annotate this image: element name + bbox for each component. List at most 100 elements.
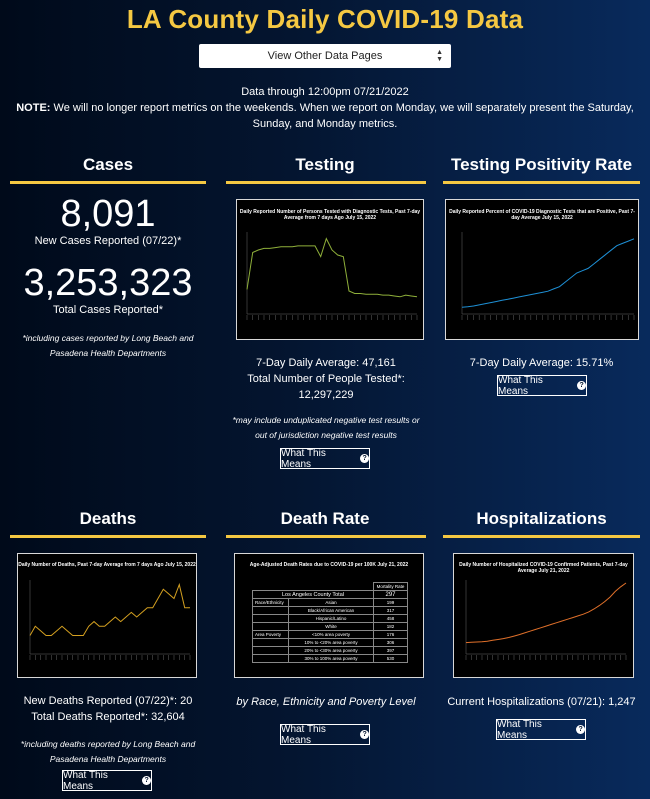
- row-group: [252, 606, 289, 615]
- table-row: Black/African American 317: [252, 606, 408, 615]
- row-value: 306: [373, 638, 408, 647]
- deaths-chart: Daily Number of Deaths, Past 7-day Avera…: [17, 553, 197, 678]
- positivity-what-this-means-button[interactable]: What This Means?: [497, 374, 587, 397]
- series-line: [465, 582, 627, 644]
- button-label: What This Means: [63, 769, 108, 792]
- total-deaths: Total Deaths Reported*: 32,604: [31, 711, 185, 723]
- button-label: What This Means: [281, 447, 326, 470]
- testing-underline: [226, 181, 426, 184]
- row-value: 458: [373, 614, 408, 623]
- button-label: What This Means: [281, 723, 326, 746]
- row-value: 199: [373, 598, 408, 607]
- select-arrows-icon: ▲ ▼: [436, 49, 443, 63]
- positivity-underline: [443, 181, 640, 184]
- death-rate-title: Death Rate: [280, 509, 370, 528]
- cases-underline: [10, 181, 206, 184]
- page-title: LA County Daily COVID-19 Data: [126, 4, 524, 34]
- deaths-chart-svg: [29, 580, 191, 660]
- row-value: 317: [373, 606, 408, 615]
- deaths-footnote: *including deaths reported by Long Beach…: [20, 739, 196, 764]
- testing-what-this-means-button[interactable]: What This Means?: [280, 447, 370, 470]
- row-group: [252, 638, 289, 647]
- question-icon: ?: [360, 730, 369, 739]
- question-icon: ?: [577, 381, 586, 390]
- question-icon: ?: [360, 454, 369, 463]
- hospitalizations-chart: Daily Number of Hospitalized COVID-19 Co…: [453, 553, 634, 678]
- row-sub: White: [288, 622, 374, 631]
- row-sub: Asian: [288, 598, 374, 607]
- button-label: What This Means: [498, 374, 543, 397]
- current-hospitalizations: Current Hospitalizations (07/21): 1,247: [447, 696, 636, 708]
- positivity-chart-svg: [461, 232, 635, 320]
- death-rate-what-this-means-button[interactable]: What This Means?: [280, 723, 370, 746]
- testing-total-value: 12,297,229: [298, 389, 354, 401]
- row-group: Race/Ethnicity: [252, 598, 289, 607]
- table-row: Race/Ethnicity Asian 199: [252, 598, 408, 607]
- new-cases-value: 8,091: [60, 193, 156, 235]
- total-cases-value: 3,253,323: [23, 262, 193, 304]
- row-sub: Black/African American: [288, 606, 374, 615]
- row-value: 182: [373, 622, 408, 631]
- testing-chart-svg: [246, 232, 418, 320]
- series-line: [461, 238, 635, 308]
- new-cases-label: New Cases Reported (07/22)*: [34, 235, 182, 247]
- weekend-note: NOTE: We will no longer report metrics o…: [10, 100, 640, 132]
- dropdown-label: View Other Data Pages: [267, 50, 383, 62]
- hospitalizations-chart-svg: [465, 580, 627, 660]
- total-label: Los Angeles County Total: [252, 590, 374, 599]
- data-through-text: Data through 12:00pm 07/21/2022: [241, 86, 409, 98]
- table-row: 20% to <30% area poverty 397: [252, 646, 408, 655]
- death-rate-table-frame: Age-Adjusted Death Rates due to COVID-19…: [234, 553, 424, 678]
- total-value: 297: [373, 590, 408, 599]
- hospitalizations-what-this-means-button[interactable]: What This Means?: [496, 719, 586, 741]
- cases-footnote: *including cases reported by Long Beach …: [22, 333, 194, 358]
- testing-chart-title: Daily Reported Number of Persons Tested …: [239, 209, 421, 221]
- death-rate-underline: [226, 535, 426, 538]
- deaths-what-this-means-button[interactable]: What This Means?: [62, 769, 152, 792]
- row-group: [252, 646, 289, 655]
- deaths-underline: [10, 535, 206, 538]
- other-data-pages-dropdown[interactable]: View Other Data Pages ▲ ▼: [199, 44, 451, 68]
- chart-axis: [246, 232, 417, 315]
- chart-axis: [461, 232, 634, 315]
- row-sub: Hispanic/Latino: [288, 614, 374, 623]
- positivity-title: Testing Positivity Rate: [450, 155, 633, 174]
- positivity-chart-title: Daily Reported Percent of COVID-19 Diagn…: [449, 209, 635, 221]
- hospitalizations-chart-title: Daily Number of Hospitalized COVID-19 Co…: [459, 562, 628, 574]
- death-rate-caption: by Race, Ethnicity and Poverty Level: [236, 696, 416, 708]
- table-header-row: Mortality Rate: [253, 582, 408, 591]
- deaths-chart-title: Daily Number of Deaths, Past 7-day Avera…: [18, 562, 196, 568]
- row-sub: 10% to <20% area poverty: [288, 638, 374, 647]
- series-line: [29, 582, 190, 636]
- table-row: White 182: [252, 622, 408, 631]
- row-group: [252, 654, 289, 663]
- row-value: 176: [373, 630, 408, 639]
- table-row: 30% to 100% area poverty 530: [252, 654, 408, 663]
- death-rate-table: Mortality Rate Los Angeles County Total …: [252, 582, 408, 663]
- row-value: 530: [373, 654, 408, 663]
- col-header: Mortality Rate: [373, 582, 408, 591]
- row-group: [252, 622, 289, 631]
- total-cases-label: Total Cases Reported*: [52, 304, 164, 316]
- testing-title: Testing: [295, 155, 355, 174]
- cases-title: Cases: [82, 155, 134, 174]
- table-row: 10% to <20% area poverty 306: [252, 638, 408, 647]
- row-sub: <10% area poverty: [288, 630, 374, 639]
- table-total-row: Los Angeles County Total 297: [252, 590, 408, 599]
- row-group: Area Poverty: [252, 630, 289, 639]
- row-sub: 20% to <30% area poverty: [288, 646, 374, 655]
- row-group: [252, 614, 289, 623]
- question-icon: ?: [142, 776, 151, 785]
- hospitalizations-title: Hospitalizations: [476, 509, 607, 528]
- testing-avg: 7-Day Daily Average: 47,161: [256, 357, 396, 369]
- note-label: NOTE:: [16, 102, 51, 114]
- table-row: Hispanic/Latino 458: [252, 614, 408, 623]
- testing-footnote: *may include unduplicated negative test …: [232, 415, 420, 440]
- hospitalizations-underline: [443, 535, 640, 538]
- table-row: Area Poverty <10% area poverty 176: [252, 630, 408, 639]
- note-text: We will no longer report metrics on the …: [50, 102, 634, 130]
- chart-axis: [29, 580, 190, 655]
- new-deaths: New Deaths Reported (07/22)*: 20: [23, 695, 193, 707]
- row-sub: 30% to 100% area poverty: [288, 654, 374, 663]
- death-rate-table-title: Age-Adjusted Death Rates due to COVID-19…: [249, 562, 409, 568]
